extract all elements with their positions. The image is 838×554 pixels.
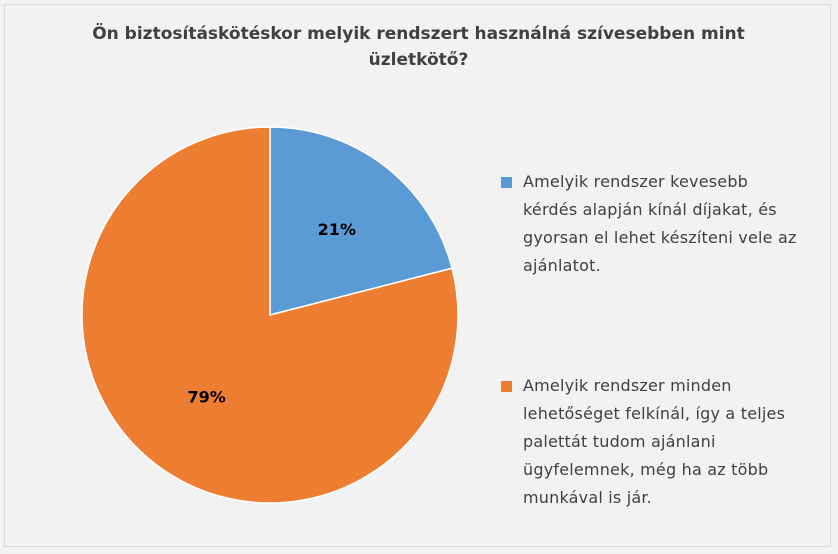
legend: Amelyik rendszer kevesebb kérdés alapján… [501, 168, 801, 512]
pie-slice-fewer-questions [269, 126, 454, 316]
pie-slice-all-options [81, 126, 459, 504]
chart-area: Ön biztosításkötéskor melyik rendszert h… [4, 4, 831, 547]
legend-text: Amelyik rendszer kevesebb kérdés alapján… [523, 168, 801, 280]
data-label-all-options: 79% [187, 388, 225, 407]
legend-swatch-blue [501, 177, 512, 188]
legend-item-all-options: Amelyik rendszer minden lehetőséget felk… [501, 372, 801, 512]
legend-line: Amelyik rendszer kevesebb [523, 172, 749, 191]
legend-line: palettát tudom ajánlani [523, 432, 716, 451]
legend-item-fewer-questions: Amelyik rendszer kevesebb kérdés alapján… [501, 168, 801, 280]
legend-line: kérdés alapján kínál díjakat, és [523, 200, 777, 219]
legend-swatch-orange [501, 381, 512, 392]
chart-title-line-1: Ön biztosításkötéskor melyik rendszert h… [92, 24, 745, 44]
chart-title-line-2: üzletkötő? [368, 50, 469, 70]
pie-chart: 21% 79% [81, 126, 459, 504]
legend-line: Amelyik rendszer minden [523, 376, 732, 395]
chart-title: Ön biztosításkötéskor melyik rendszert h… [5, 21, 832, 73]
legend-line: lehetőséget felkínál, így a teljes [523, 404, 786, 423]
legend-text: Amelyik rendszer minden lehetőséget felk… [523, 372, 801, 512]
legend-line: ügyfelemnek, még ha az több [523, 460, 769, 479]
data-label-fewer-questions: 21% [318, 220, 356, 239]
legend-line: munkával is jár. [523, 488, 652, 507]
legend-line: gyorsan el lehet készíteni vele az [523, 228, 797, 247]
legend-line: ajánlatot. [523, 256, 601, 275]
